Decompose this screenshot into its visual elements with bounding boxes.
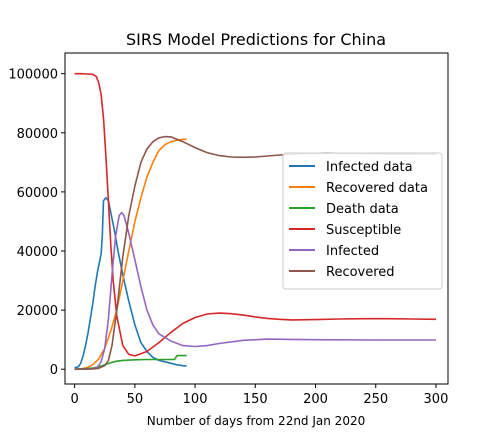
- legend-entry-label: Recovered data: [326, 181, 428, 196]
- legend-entry-label: Infected: [326, 244, 379, 259]
- x-axis-label: Number of days from 22nd Jan 2020: [147, 414, 365, 428]
- legend-box: [282, 152, 443, 290]
- plot-area-frame: [64, 52, 449, 385]
- chart-title: SIRS Model Predictions for China: [126, 30, 386, 49]
- series-line-1: [74, 197, 187, 369]
- x-tick-label: 200: [303, 392, 328, 407]
- y-tick-label: 0: [50, 363, 58, 378]
- y-tick-label: 60000: [17, 186, 58, 201]
- y-tick-label: 40000: [17, 245, 58, 260]
- series-line-2: [74, 138, 187, 370]
- series-line-4: [74, 72, 437, 357]
- x-tick-label: 100: [183, 392, 208, 407]
- x-tick-label: 0: [70, 392, 78, 407]
- x-tick-label: 250: [363, 392, 388, 407]
- y-tick-label: 20000: [17, 304, 58, 319]
- legend-entry-label: Susceptible: [326, 223, 401, 238]
- y-tick-label: 100000: [8, 68, 58, 83]
- x-tick-label: 300: [424, 392, 449, 407]
- legend-entry-label: Death data: [326, 202, 399, 217]
- legend-entry-label: Recovered: [326, 265, 395, 280]
- legend-entry-label: Infected data: [326, 160, 413, 175]
- y-tick-label: 80000: [17, 127, 58, 142]
- x-tick-label: 50: [127, 392, 144, 407]
- x-tick-label: 150: [243, 392, 268, 407]
- series-line-5: [74, 211, 436, 370]
